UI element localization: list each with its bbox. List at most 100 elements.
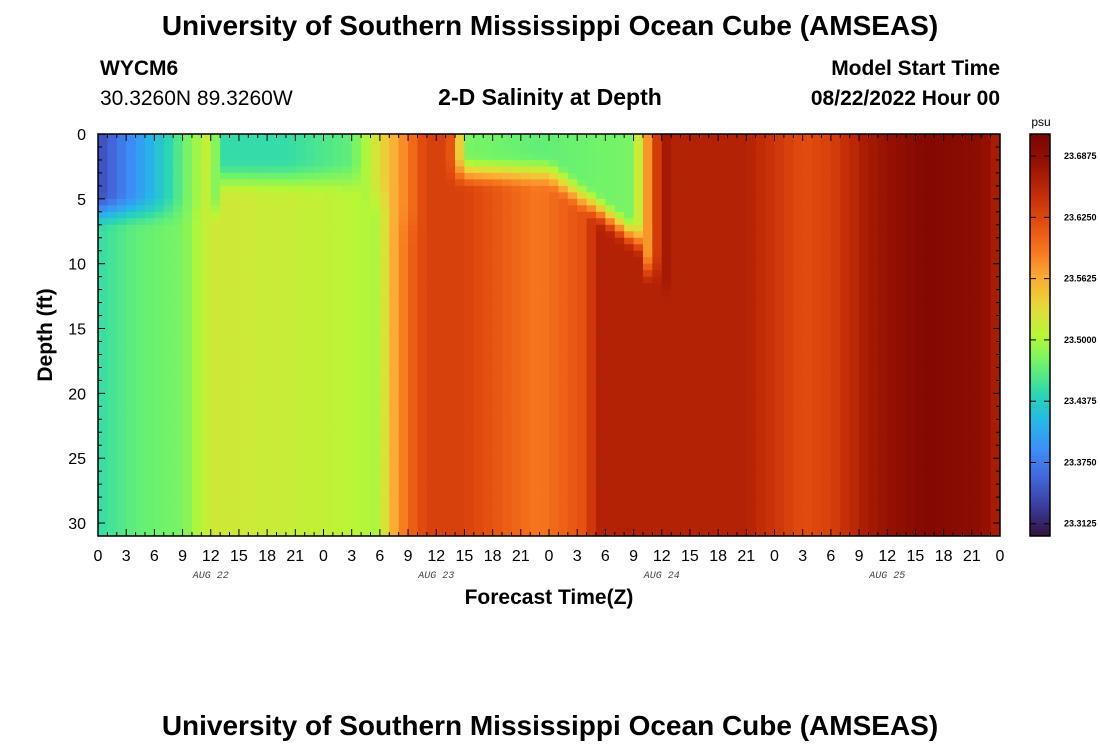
heatmap-cell	[802, 302, 813, 310]
heatmap-cell	[520, 406, 531, 414]
heatmap-cell	[511, 276, 522, 284]
heatmap-cell	[182, 205, 193, 213]
heatmap-cell	[708, 198, 719, 206]
heatmap-cell	[727, 140, 738, 148]
heatmap-cell	[182, 257, 193, 265]
heatmap-cell	[173, 218, 184, 226]
heatmap-cell	[849, 198, 860, 206]
heatmap-cell	[549, 322, 559, 330]
heatmap-cell	[849, 185, 860, 193]
heatmap-cell	[201, 471, 212, 479]
heatmap-cell	[116, 263, 127, 271]
heatmap-cell	[661, 309, 672, 317]
heatmap-cell	[680, 354, 691, 362]
heatmap-cell	[642, 445, 653, 453]
heatmap-cell	[567, 335, 578, 343]
heatmap-cell	[464, 347, 475, 356]
heatmap-cell	[154, 451, 165, 459]
heatmap-cell	[755, 373, 766, 381]
heatmap-cell	[248, 302, 259, 310]
heatmap-cell	[201, 179, 212, 187]
heatmap-cell	[351, 516, 362, 524]
heatmap-cell	[680, 192, 691, 200]
heatmap-cell	[323, 529, 334, 536]
heatmap-cell	[332, 445, 343, 453]
heatmap-cell	[295, 172, 306, 180]
heatmap-cell	[332, 211, 343, 219]
heatmap-cell	[238, 166, 249, 174]
heatmap-cell	[502, 185, 513, 193]
heatmap-cell	[351, 497, 362, 505]
heatmap-cell	[511, 205, 522, 213]
heatmap-cell	[267, 464, 278, 472]
heatmap-cell	[417, 341, 428, 349]
heatmap-cell	[116, 380, 127, 388]
heatmap-cell	[361, 380, 372, 388]
heatmap-cell	[314, 477, 325, 485]
heatmap-cell	[558, 322, 569, 330]
heatmap-cell	[408, 477, 419, 485]
heatmap-cell	[502, 283, 513, 291]
heatmap-cell	[614, 263, 625, 271]
heatmap-cell	[558, 276, 569, 284]
heatmap-cell	[304, 341, 315, 349]
heatmap-cell	[135, 302, 146, 310]
heatmap-cell	[426, 192, 437, 200]
heatmap-cell	[332, 302, 343, 310]
heatmap-cell	[135, 250, 146, 258]
heatmap-cell	[642, 419, 653, 427]
heatmap-cell	[642, 393, 653, 401]
heatmap-cell	[314, 134, 325, 142]
heatmap-cell	[642, 244, 653, 252]
heatmap-cell	[821, 257, 832, 265]
heatmap-cell	[295, 270, 306, 278]
heatmap-cell	[154, 497, 165, 505]
heatmap-cell	[492, 432, 503, 440]
heatmap-cell	[173, 270, 184, 278]
heatmap-cell	[558, 445, 569, 453]
heatmap-cell	[614, 393, 625, 401]
heatmap-cell	[840, 516, 851, 524]
heatmap-cell	[182, 399, 193, 407]
heatmap-cell	[342, 380, 353, 388]
heatmap-cell	[586, 166, 597, 174]
heatmap-cell	[793, 523, 804, 531]
heatmap-cell	[783, 399, 794, 407]
heatmap-cell	[323, 257, 334, 265]
heatmap-cell	[304, 231, 315, 239]
heatmap-cell	[295, 360, 306, 369]
heatmap-cell	[370, 289, 381, 297]
heatmap-cell	[633, 283, 644, 291]
heatmap-cell	[248, 185, 259, 193]
heatmap-cell	[445, 309, 456, 317]
heatmap-cell	[314, 360, 325, 369]
heatmap-cell	[492, 289, 503, 297]
heatmap-cell	[370, 244, 381, 252]
heatmap-cell	[549, 315, 559, 323]
heatmap-cell	[417, 412, 428, 420]
heatmap-cell	[483, 354, 494, 362]
heatmap-cell	[426, 354, 437, 362]
heatmap-cell	[154, 393, 165, 401]
heatmap-cell	[577, 386, 588, 394]
heatmap-cell	[445, 205, 456, 213]
heatmap-cell	[417, 516, 428, 524]
heatmap-cell	[624, 380, 635, 388]
heatmap-cell	[783, 309, 794, 317]
heatmap-cell	[464, 380, 475, 388]
heatmap-cell	[802, 438, 813, 446]
heatmap-cell	[220, 263, 231, 271]
heatmap-cell	[201, 315, 212, 323]
heatmap-cell	[370, 335, 381, 343]
heatmap-cell	[708, 386, 719, 394]
heatmap-cell	[530, 296, 541, 304]
heatmap-cell	[755, 224, 766, 232]
heatmap-cell	[492, 335, 503, 343]
heatmap-cell	[577, 179, 588, 187]
heatmap-cell	[98, 205, 108, 213]
heatmap-cell	[793, 205, 804, 213]
heatmap-cell	[191, 341, 202, 349]
heatmap-cell	[718, 406, 729, 414]
heatmap-cell	[323, 458, 334, 466]
heatmap-cell	[314, 471, 325, 479]
